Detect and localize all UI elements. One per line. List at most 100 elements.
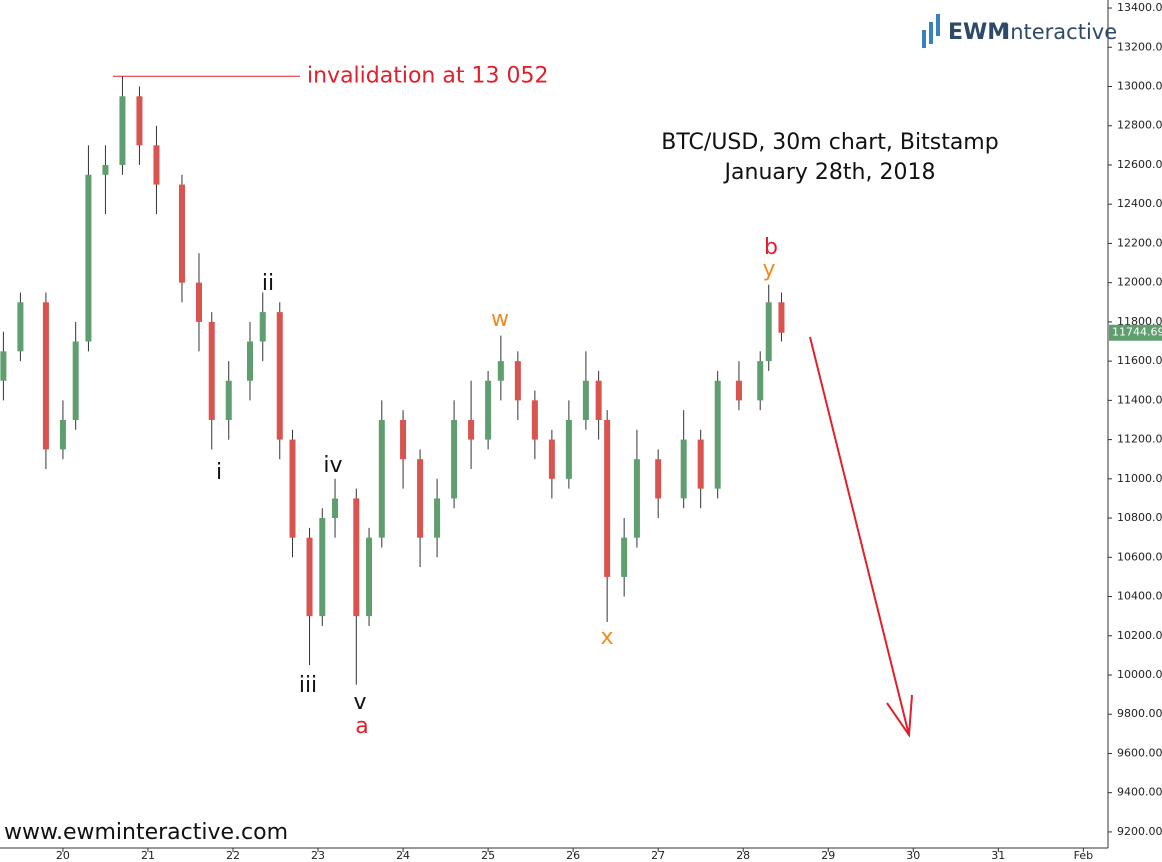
candle-body: [247, 341, 254, 381]
y-tick-label: 12600.00: [1117, 158, 1162, 171]
y-tick-label: 11000.00: [1117, 472, 1162, 485]
logo-bold: EWM: [948, 20, 1009, 45]
y-tick-label: 10000.00: [1117, 668, 1162, 681]
candle-body: [225, 380, 232, 420]
candle-body: [136, 96, 143, 146]
price-label-box: [1109, 324, 1162, 341]
candle-body: [765, 302, 772, 362]
candle-body: [714, 380, 721, 489]
candle-body: [366, 537, 373, 617]
wave-label: y: [762, 257, 775, 282]
x-tick-label: 25: [481, 849, 495, 862]
y-tick-label: 13000.00: [1117, 80, 1162, 93]
forecast-arrow: [809, 336, 913, 738]
x-tick-label: 28: [736, 849, 750, 862]
chart-title: BTC/USD, 30m chart, Bitstamp: [661, 130, 998, 155]
y-tick-label: 12000.00: [1117, 276, 1162, 289]
candle-body: [85, 174, 92, 342]
x-tick-label: 26: [566, 849, 580, 862]
wave-label: i: [216, 460, 222, 485]
y-tick-label: 11600.00: [1117, 354, 1162, 367]
candle-body: [72, 341, 79, 420]
wave-label: v: [353, 690, 366, 715]
candle-body: [548, 439, 555, 479]
candle-body: [633, 459, 640, 538]
y-tick-label: 10400.00: [1117, 590, 1162, 603]
candle-body: [306, 537, 313, 617]
candle-body: [102, 164, 109, 175]
x-tick-label: 24: [396, 849, 410, 862]
y-tick-label: 10200.00: [1117, 629, 1162, 642]
invalidation-label: invalidation at 13 052: [307, 63, 548, 88]
candle-body: [531, 400, 538, 440]
candle-body: [59, 419, 66, 450]
x-tick-label: 21: [141, 849, 155, 862]
candle-body: [178, 184, 185, 283]
y-tick-label: 13200.00: [1117, 40, 1162, 53]
candle-body: [289, 439, 296, 538]
y-tick-label: 9800.00: [1117, 707, 1162, 720]
x-tick-label: 23: [311, 849, 325, 862]
y-tick-label: 9200.00: [1117, 825, 1162, 838]
candle-body: [514, 361, 521, 401]
wave-label: b: [764, 235, 778, 260]
candle-body: [680, 439, 687, 499]
y-tick-label: 10800.00: [1117, 511, 1162, 524]
candle-body: [319, 518, 326, 617]
candle-body: [0, 351, 7, 381]
y-tick-label: 11800.00: [1117, 315, 1162, 328]
candle-body: [417, 459, 424, 538]
candle-body: [485, 380, 492, 440]
candle-body: [735, 380, 742, 401]
candle-body: [621, 537, 628, 577]
candle-body: [565, 419, 572, 479]
x-tick-label: 22: [226, 849, 240, 862]
candle-body: [434, 498, 441, 538]
candle-body: [595, 380, 602, 420]
candle-body: [451, 419, 458, 499]
candle-body: [332, 498, 339, 519]
candle-body: [153, 145, 160, 185]
chart-subtitle: January 28th, 2018: [723, 160, 936, 185]
x-tick-label: 20: [56, 849, 70, 862]
wave-label: ii: [262, 271, 274, 296]
wave-label: x: [600, 625, 613, 650]
wave-label: iii: [299, 673, 317, 698]
candle-body: [604, 419, 611, 577]
candle-body: [42, 302, 49, 450]
candle-body: [582, 380, 589, 420]
price-label: 11744.69: [1112, 326, 1162, 339]
candle-body: [195, 282, 202, 322]
candle-body: [259, 312, 266, 342]
candle-body: [119, 96, 126, 165]
wave-label: a: [355, 714, 368, 739]
y-tick-label: 12400.00: [1117, 197, 1162, 210]
candle-body: [697, 439, 704, 489]
x-tick-label: 30: [906, 849, 920, 862]
logo-icon: [922, 14, 940, 48]
y-tick-label: 11400.00: [1117, 393, 1162, 406]
logo-text: Interactive: [1004, 20, 1117, 44]
x-tick-label: Feb: [1074, 849, 1093, 862]
x-tick-label: 27: [651, 849, 665, 862]
candle-body: [353, 498, 360, 617]
candle-body: [276, 312, 283, 440]
wave-label: w: [491, 307, 509, 332]
candle-body: [655, 459, 662, 499]
y-tick-label: 12800.00: [1117, 119, 1162, 132]
footer-url: www.ewminteractive.com: [4, 820, 288, 845]
candle-body: [778, 302, 785, 333]
candle-body: [400, 419, 407, 460]
candle-body: [468, 419, 475, 440]
y-tick-label: 13400.00: [1117, 1, 1162, 14]
candle-body: [497, 361, 504, 381]
x-tick-label: 31: [991, 849, 1005, 862]
wave-label: iv: [323, 453, 342, 478]
candle-body: [378, 419, 385, 538]
y-tick-label: 12200.00: [1117, 236, 1162, 249]
y-tick-label: 9400.00: [1117, 786, 1162, 799]
y-tick-label: 9600.00: [1117, 746, 1162, 759]
candle-body: [17, 302, 24, 352]
